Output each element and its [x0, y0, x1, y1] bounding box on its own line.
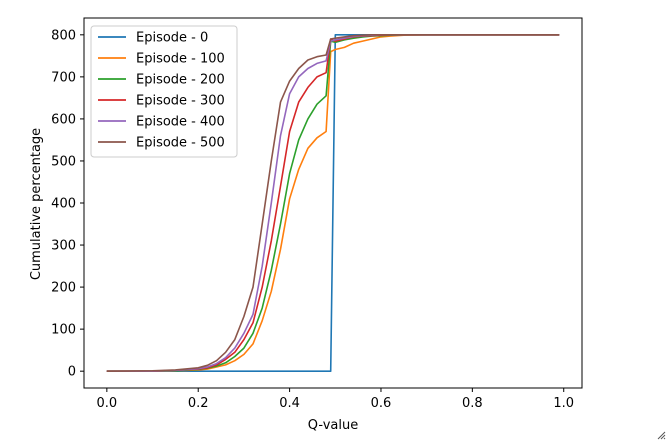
x-axis-label: Q-value — [308, 418, 358, 433]
x-tick-label: 0.8 — [462, 396, 483, 411]
y-tick-label: 400 — [51, 197, 76, 212]
legend-label-4: Episode - 400 — [136, 115, 225, 130]
legend-label-3: Episode - 300 — [136, 94, 225, 109]
y-tick-label: 700 — [51, 70, 76, 85]
legend: Episode - 0 Episode - 100 Episode - 200 Epi… — [90, 25, 238, 158]
y-tick-label: 0 — [68, 365, 76, 380]
legend-label-1: Episode - 100 — [136, 52, 225, 67]
y-tick-label: 300 — [51, 239, 76, 254]
legend-label-0: Episode - 0 — [136, 31, 208, 46]
y-tick-label: 800 — [51, 28, 76, 43]
y-axis-label: Cumulative percentage — [29, 128, 44, 280]
x-tick-label: 0.6 — [371, 396, 392, 411]
series-line-5 — [106, 33, 560, 372]
y-tick-label: 200 — [51, 281, 76, 296]
resize-grip-icon[interactable] — [656, 425, 666, 440]
x-tick-label: 1.0 — [553, 396, 574, 411]
y-tick-label: 500 — [51, 154, 76, 169]
axes: 0.0 0.2 0.4 0.6 0.8 1.0 0 100 200 300 400 500 600 700… — [51, 17, 583, 411]
series-line-1 — [106, 33, 560, 373]
x-tick-label: 0.2 — [188, 396, 209, 411]
legend-label-5: Episode - 500 — [136, 136, 225, 151]
y-tick-label: 600 — [51, 112, 76, 127]
legend-box — [90, 25, 238, 158]
y-tick-label: 100 — [51, 323, 76, 338]
legend-label-2: Episode - 200 — [136, 73, 225, 88]
plot-area — [106, 33, 560, 373]
x-tick-label: 0.0 — [97, 396, 118, 411]
x-tick-label: 0.4 — [279, 396, 300, 411]
